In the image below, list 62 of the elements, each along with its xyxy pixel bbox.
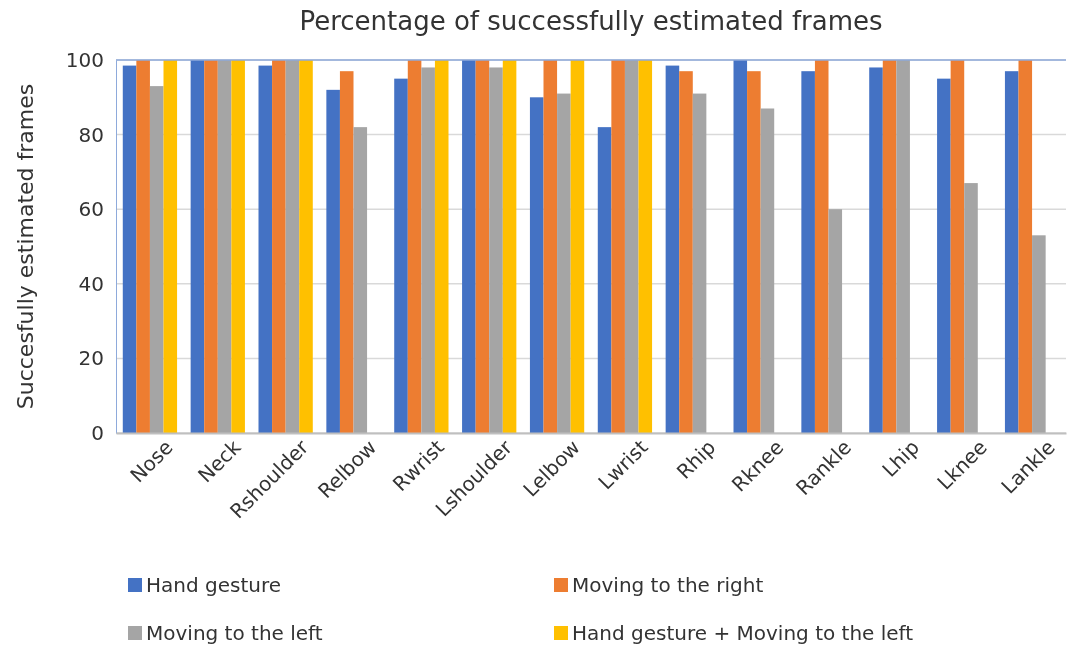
bar [204,60,218,433]
y-tick-label: 100 [65,47,104,72]
chart-title: Percentage of successfully estimated frames [299,6,883,36]
bar [692,93,707,433]
bar [231,60,245,433]
bar [597,127,612,433]
bar [557,93,571,433]
bar [353,127,368,433]
bar [679,71,693,433]
bar [964,183,978,433]
bar [801,71,815,433]
bar [828,209,843,433]
bar [258,65,273,433]
bar [747,71,761,433]
legend-label: Hand gesture [146,573,282,597]
legend-label: Hand gesture + Moving to the left [572,621,914,645]
bar [638,60,653,433]
bar [190,60,205,433]
bar [122,65,137,433]
bar [489,67,503,433]
y-tick-label: 60 [78,197,104,222]
bar [896,60,910,433]
bar [149,86,164,433]
bar [1018,60,1033,433]
bar [339,71,354,433]
bar [299,60,313,433]
bar [1004,71,1019,433]
bar [502,60,517,433]
y-axis-title: Succesfully estimated frames [13,83,38,410]
bar [733,60,748,433]
bar [665,65,680,433]
y-tick-label: 0 [91,420,104,445]
y-tick-label: 20 [78,346,104,371]
bar [543,60,558,433]
legend-label: Moving to the left [146,621,323,645]
bar [475,60,490,433]
bar [869,67,883,433]
bar [326,89,340,433]
bar [937,78,951,433]
bar [434,60,449,433]
legend-label: Moving to the right [572,573,764,597]
bar [394,78,408,433]
bar [1032,235,1046,433]
bar [624,60,639,433]
bar [882,60,897,433]
bar [217,60,232,433]
bar [760,108,775,433]
bar [272,60,286,433]
bar [814,60,829,433]
y-tick-label: 80 [78,122,104,147]
y-tick-label: 40 [78,271,104,296]
bar [529,97,544,433]
bar [950,60,965,433]
bar [407,60,422,433]
bar [285,60,300,433]
bar [163,60,178,433]
bar [611,60,625,433]
bar [570,60,585,433]
bar [136,60,150,433]
bar [462,60,476,433]
bar [421,67,435,433]
x-tick-label: Lhip [877,435,924,482]
